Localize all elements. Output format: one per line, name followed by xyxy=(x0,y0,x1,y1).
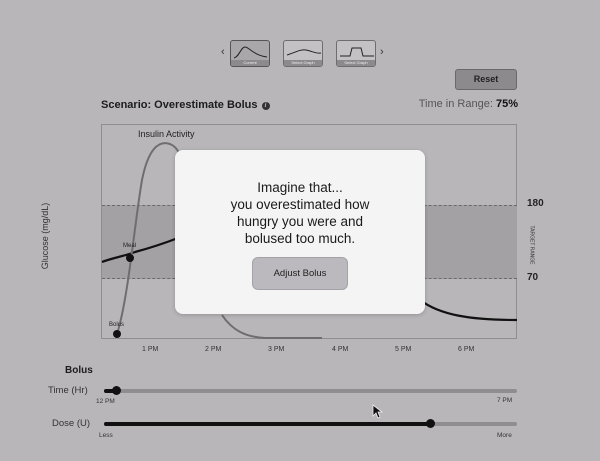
dose-min-label: Less xyxy=(99,432,113,439)
adjust-bolus-button[interactable]: Adjust Bolus xyxy=(252,257,348,290)
x-tick: 1 PM xyxy=(142,346,159,353)
info-icon[interactable]: i xyxy=(261,102,270,110)
meal-label: Meal xyxy=(123,243,137,249)
dose-slider-handle[interactable] xyxy=(426,419,436,428)
time-in-range: Time in Range: 75% xyxy=(419,98,518,110)
reset-button[interactable]: Reset xyxy=(455,69,517,90)
modal-line: hungry you were and xyxy=(236,214,364,229)
x-tick: 5 PM xyxy=(395,346,412,353)
meal-marker xyxy=(126,254,134,262)
time-slider-handle[interactable] xyxy=(112,386,122,395)
x-tick: 2 PM xyxy=(205,346,222,353)
next-arrow[interactable]: › xyxy=(380,46,384,58)
thumbnail-label: Select Graph xyxy=(337,60,375,66)
modal-message: Imagine that... you overestimated how hu… xyxy=(175,179,425,247)
time-slider-fill xyxy=(104,389,117,393)
curve-preview-icon xyxy=(286,49,322,56)
previous-arrow[interactable]: ‹ xyxy=(221,46,225,58)
scenario-thumbnail-2[interactable]: Select Graph xyxy=(283,40,323,67)
modal-line: you overestimated how xyxy=(230,197,370,212)
modal-line: Imagine that... xyxy=(257,180,343,195)
bolus-section-title: Bolus xyxy=(65,365,93,376)
time-in-range-label: Time in Range: xyxy=(418,98,493,110)
mouse-pointer-icon xyxy=(372,404,384,419)
thumbnail-label: Current xyxy=(231,60,269,66)
x-tick: 6 PM xyxy=(458,346,475,353)
curve-preview-icon xyxy=(340,47,374,57)
time-slider-label: Time (Hr) xyxy=(48,385,88,396)
scenario-thumbnail-current[interactable]: Current xyxy=(230,40,270,67)
bolus-label: Bolus xyxy=(109,322,125,328)
scenario-modal: Imagine that... you overestimated how hu… xyxy=(175,150,425,314)
scenario-label: Scenario: Overestimate Bolus xyxy=(101,99,258,111)
modal-line: bolused too much. xyxy=(244,231,356,246)
thumbnail-label: Select Graph xyxy=(284,60,322,66)
insulin-activity-label: Insulin Activity xyxy=(138,129,195,139)
time-max-label: 7 PM xyxy=(497,397,513,404)
x-tick: 4 PM xyxy=(332,346,349,353)
dose-slider-label: Dose (U) xyxy=(52,418,91,429)
curve-preview-icon xyxy=(233,46,268,59)
time-slider[interactable] xyxy=(104,386,517,395)
bolus-marker xyxy=(113,330,121,338)
dose-max-label: More xyxy=(497,432,512,439)
scenario-title: Scenario: Overestimate Bolus i xyxy=(101,99,270,111)
dose-slider[interactable] xyxy=(104,419,517,428)
x-tick: 3 PM xyxy=(268,346,285,353)
scenario-thumbnail-3[interactable]: Select Graph xyxy=(336,40,376,67)
glucose-curve xyxy=(101,236,518,322)
upper-target-label: 180 xyxy=(527,198,544,209)
time-in-range-value: 75% xyxy=(495,98,518,110)
time-min-label: 12 PM xyxy=(96,398,115,405)
insulin-activity-curve xyxy=(116,142,322,339)
lower-target-label: 70 xyxy=(527,272,539,283)
dose-slider-fill xyxy=(104,422,431,426)
